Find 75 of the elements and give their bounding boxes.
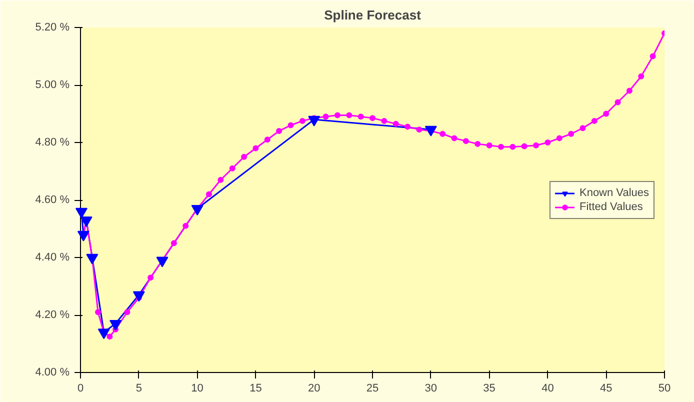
y-tick-label: 4.40 % xyxy=(35,252,70,264)
point xyxy=(322,114,329,120)
point xyxy=(626,88,632,94)
point xyxy=(156,256,168,268)
point xyxy=(80,216,92,227)
point xyxy=(533,142,540,148)
y-tick-label: 4.20 % xyxy=(35,309,70,321)
point xyxy=(591,118,598,124)
point xyxy=(276,128,282,134)
point xyxy=(308,116,320,126)
point xyxy=(229,165,236,172)
point xyxy=(264,136,270,143)
point xyxy=(614,99,621,106)
x-tick-label: 45 xyxy=(600,382,612,394)
point xyxy=(462,138,469,144)
point xyxy=(650,53,656,60)
point xyxy=(451,135,458,142)
y-tick-label: 4.00 % xyxy=(35,366,70,378)
point xyxy=(568,130,574,137)
y-tick-label: 5.20 % xyxy=(35,22,70,34)
y-tick-label: 4.80 % xyxy=(35,136,70,148)
y-tick-label: 4.60 % xyxy=(35,194,70,206)
point xyxy=(148,274,154,281)
point xyxy=(288,122,294,128)
point xyxy=(95,309,102,316)
point xyxy=(370,115,376,122)
point xyxy=(404,124,411,130)
x-tick-label: 10 xyxy=(191,382,204,394)
point xyxy=(392,120,399,127)
x-tick-label: 40 xyxy=(542,382,554,394)
point xyxy=(440,130,446,137)
point xyxy=(206,191,212,198)
y-tick-label: 5.00 % xyxy=(35,79,70,91)
legend-label: Known Values xyxy=(579,186,649,200)
legend-label: Fitted Values xyxy=(579,200,643,214)
x-tick-label: 5 xyxy=(136,382,142,394)
point xyxy=(498,144,504,150)
point xyxy=(603,110,610,117)
point xyxy=(556,135,562,142)
x-tick-label: 30 xyxy=(424,382,438,394)
point xyxy=(110,320,122,330)
point xyxy=(124,309,130,316)
point xyxy=(358,114,364,120)
point xyxy=(381,118,388,124)
point xyxy=(299,118,306,124)
point xyxy=(218,176,224,183)
point xyxy=(86,254,98,264)
point xyxy=(334,112,340,118)
point xyxy=(75,208,88,218)
chart-title: Spline Forecast xyxy=(324,8,422,22)
point xyxy=(544,140,551,146)
point xyxy=(98,328,110,340)
point xyxy=(474,140,481,147)
point xyxy=(182,222,189,229)
point xyxy=(638,73,644,80)
point xyxy=(580,125,586,132)
x-tick-label: 35 xyxy=(483,382,496,394)
point xyxy=(521,143,528,150)
point xyxy=(132,291,145,302)
point xyxy=(241,154,248,160)
x-tick-label: 0 xyxy=(77,382,84,394)
point xyxy=(170,240,177,246)
point xyxy=(486,142,492,148)
point xyxy=(346,112,352,118)
point xyxy=(77,230,90,242)
point xyxy=(424,126,437,136)
x-tick-label: 15 xyxy=(250,382,262,394)
point xyxy=(106,334,113,340)
point xyxy=(416,126,422,133)
point xyxy=(510,144,516,150)
x-tick-label: 20 xyxy=(308,382,320,394)
x-tick-label: 25 xyxy=(366,382,379,394)
point xyxy=(252,145,259,152)
point xyxy=(191,204,204,216)
x-tick-label: 50 xyxy=(658,382,671,394)
